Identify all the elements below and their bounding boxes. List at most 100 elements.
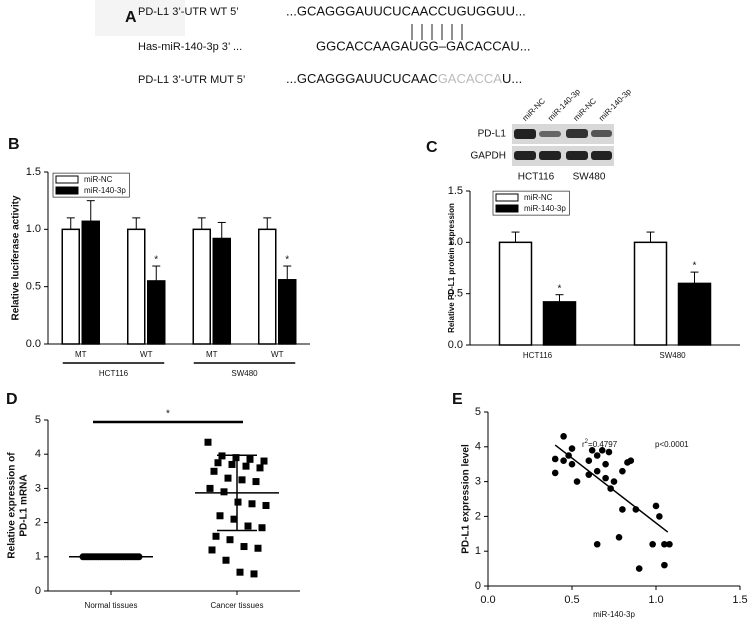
x-tick-label: 0.5 <box>564 594 579 606</box>
y-tick-label: 0.0 <box>26 338 41 350</box>
mut-label: PD-L1 3’-UTR MUT 5’ <box>138 74 245 86</box>
point <box>234 498 242 506</box>
x-tick-label: WT <box>271 350 284 359</box>
y-axis-label: PD-L1 mRNA <box>19 474 30 536</box>
legend-swatch <box>55 175 79 184</box>
r-squared: r2=0.4797 <box>582 439 618 450</box>
point <box>246 455 254 463</box>
point <box>652 502 660 510</box>
x-tick-label: MT <box>75 350 87 359</box>
point <box>212 532 220 540</box>
y-tick-label: 0 <box>35 585 41 597</box>
point <box>216 512 224 520</box>
y-tick-label: 1 <box>475 545 481 557</box>
point <box>602 460 609 468</box>
y-axis-label: PD-L1 expression level <box>461 444 472 554</box>
y-tick-label: 2 <box>35 517 41 529</box>
significance: * <box>154 255 158 266</box>
point <box>598 446 606 454</box>
point <box>610 478 618 485</box>
group-label: HCT116 <box>99 369 129 378</box>
bar <box>192 228 211 345</box>
bar <box>258 228 277 345</box>
legend-box <box>492 190 570 216</box>
bar <box>147 280 166 345</box>
point <box>240 543 248 551</box>
point <box>230 515 238 523</box>
legend: miR-NC miR-140-3p <box>55 175 126 195</box>
point <box>661 561 668 569</box>
r-squared-part: r <box>582 440 585 449</box>
bar <box>542 301 577 346</box>
x-tick-label: 1.0 <box>648 594 663 606</box>
y-axis-label: Relative luciferase activity <box>11 195 22 321</box>
point <box>232 454 240 462</box>
legend-box <box>52 172 130 198</box>
significance: * <box>558 283 562 294</box>
point <box>619 506 626 513</box>
point <box>260 457 268 465</box>
legend-label: miR-140-3p <box>84 186 126 195</box>
y-tick-label: 5 <box>35 414 41 426</box>
x-tick-label: Normal tissues <box>85 601 138 610</box>
y-tick-label: 3 <box>475 476 481 488</box>
blot <box>512 124 614 166</box>
point <box>242 462 250 470</box>
regression-line <box>554 444 669 533</box>
point <box>649 540 656 548</box>
y-tick-label: 1 <box>35 551 41 563</box>
y-tick-label: 4 <box>35 448 41 460</box>
r-squared-part: 2 <box>585 439 589 445</box>
point <box>210 467 218 475</box>
y-tick-label: 5 <box>475 406 481 418</box>
point <box>619 467 626 475</box>
point <box>236 568 244 576</box>
point <box>573 478 581 485</box>
panel-letter: C <box>426 139 438 156</box>
y-axis-label: Relative expression of <box>7 452 18 559</box>
point <box>204 438 212 446</box>
point <box>656 513 663 520</box>
mut-seq-part: U... <box>502 71 522 86</box>
point <box>605 448 613 456</box>
x-tick-label: Cancer tissues <box>211 601 264 610</box>
legend-label: miR-NC <box>84 175 113 184</box>
mut-seq-part: ...GCAGGGAUUCUCAAC <box>286 71 438 86</box>
bar <box>633 241 668 346</box>
mut-seq-part: GACACCA <box>438 71 503 86</box>
wt-seq: ...GCAGGGAUUCUCAACCUGUGGUU... <box>286 3 526 18</box>
point <box>250 570 258 578</box>
point <box>220 488 228 496</box>
legend-swatch <box>495 193 519 202</box>
r-squared-part: =0.4797 <box>588 440 618 449</box>
point <box>248 500 256 508</box>
blot-lane: miR-NC <box>572 96 599 123</box>
point <box>208 546 216 554</box>
x-tick-label: HCT116 <box>523 351 553 360</box>
y-tick-label: 4 <box>475 441 481 453</box>
point <box>624 459 631 466</box>
wt-label: PD-L1 3’-UTR WT 5’ <box>138 6 239 18</box>
bar <box>61 228 80 345</box>
label-bg <box>95 0 185 36</box>
legend-swatch <box>495 204 519 213</box>
x-tick-label: 1.5 <box>732 594 747 606</box>
p-value: p<0.0001 <box>655 440 689 449</box>
significance: * <box>693 261 697 272</box>
y-tick-label: 1.0 <box>448 236 463 248</box>
y-tick-label: 1.5 <box>448 185 463 197</box>
point <box>551 469 559 477</box>
pairing-lines <box>411 24 463 40</box>
mir-label: Has-miR-140-3p 3’ ... <box>138 41 242 53</box>
point <box>593 467 601 475</box>
x-tick-label: WT <box>140 350 153 359</box>
point <box>238 476 246 484</box>
y-tick-label: 1.5 <box>26 166 41 178</box>
x-tick-label: 0.0 <box>480 594 495 606</box>
point <box>615 533 623 541</box>
bar <box>212 237 231 345</box>
point <box>206 484 214 492</box>
point <box>635 565 643 572</box>
point <box>560 433 567 440</box>
blot-lane: miR-NC <box>521 96 548 123</box>
